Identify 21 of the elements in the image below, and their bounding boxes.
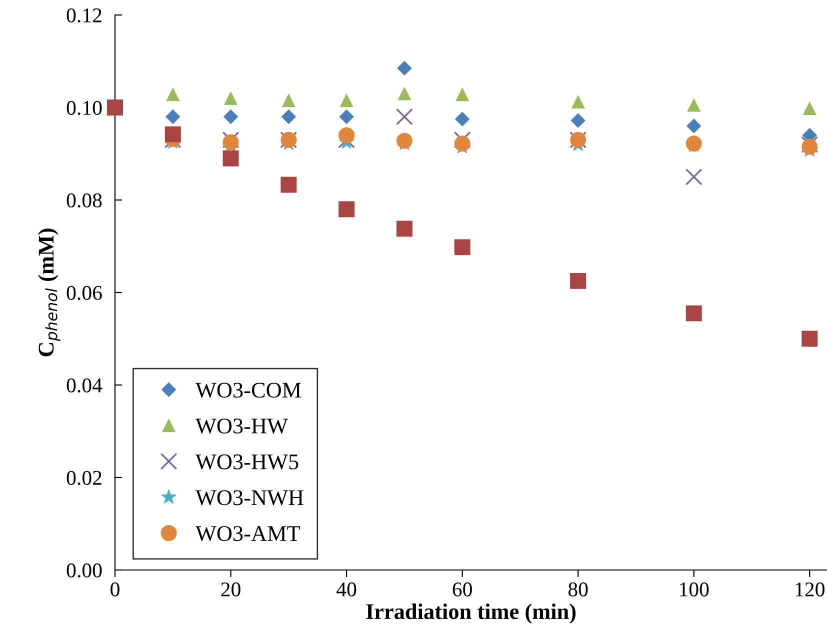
- x-tick-label: 120: [796, 582, 824, 596]
- y-tick-label: 0.08: [66, 193, 102, 208]
- y-axis-title: C$_{phenol}$ (mM): [38, 228, 60, 356]
- legend-label: WO3-NWH: [195, 490, 304, 506]
- x-tick-label: 20: [221, 582, 240, 596]
- x-tick-label: 40: [336, 582, 356, 596]
- y-tick-label: 0.10: [66, 100, 102, 116]
- legend-label: WO3-AMT: [195, 526, 300, 542]
- x-tick-label: 0: [110, 582, 120, 596]
- y-tick-label: 0.02: [66, 470, 102, 486]
- x-tick-label: 80: [568, 582, 588, 596]
- y-tick-label: 0.06: [66, 286, 102, 300]
- legend-label: WO3-HW5: [195, 454, 298, 470]
- y-tick-label: 0.04: [66, 378, 102, 393]
- x-tick-label: 100: [680, 582, 709, 596]
- x-tick-label: 60: [452, 582, 472, 596]
- y-tick-label: 0.12: [66, 8, 102, 23]
- legend-label: WO3-COM: [195, 382, 301, 398]
- legend-label: WO3-HW: [195, 418, 288, 434]
- x-axis-title: Irradiation time (min): [366, 603, 576, 624]
- y-tick-label: 0.00: [66, 563, 102, 578]
